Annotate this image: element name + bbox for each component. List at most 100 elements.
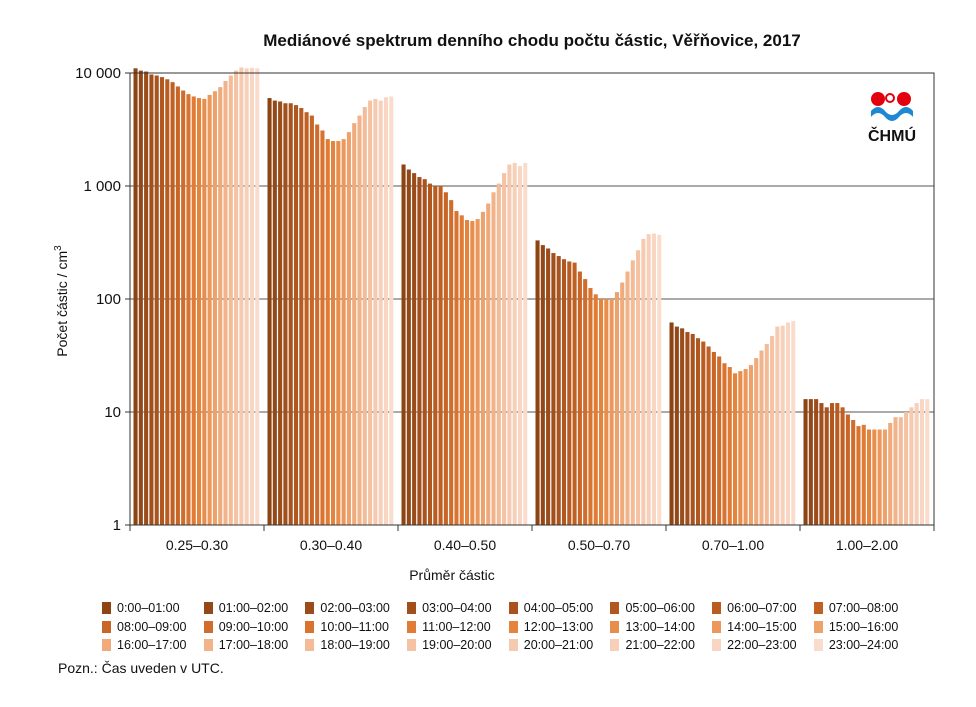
legend-item: 07:00–08:00 <box>813 599 916 618</box>
bar <box>138 70 143 526</box>
bar <box>785 322 791 525</box>
x-category-label: 0.25–0.30 <box>166 537 228 553</box>
bar <box>727 367 732 525</box>
bar <box>685 332 690 525</box>
bar <box>904 412 909 525</box>
bar <box>706 346 711 525</box>
legend-swatch <box>610 639 620 652</box>
bar <box>722 363 727 525</box>
legend-item: 22:00–23:00 <box>712 636 814 655</box>
legend-swatch <box>102 620 111 633</box>
bar <box>898 417 903 525</box>
legend-label: 12:00–13:00 <box>523 619 594 634</box>
bar <box>775 326 780 525</box>
footnote: Pozn.: Čas uveden v UTC. <box>58 660 224 676</box>
bar <box>877 429 882 525</box>
legend-item: 04:00–05:00 <box>508 599 611 618</box>
bar <box>288 103 293 526</box>
legend-label: 01:00–02:00 <box>218 601 289 616</box>
bar <box>133 68 138 525</box>
legend-item: 14:00–15:00 <box>712 618 814 637</box>
axes <box>125 72 935 531</box>
bar <box>803 399 808 525</box>
bar <box>401 164 406 526</box>
bar <box>808 399 813 525</box>
bar <box>551 253 556 525</box>
legend-row: 08:00–09:00 09:00–10:00 10:00–11:00 11:00–1… <box>102 618 922 637</box>
bar <box>267 98 272 525</box>
legend-label: 20:00–21:00 <box>523 638 594 653</box>
bar <box>646 234 651 525</box>
bar <box>346 132 351 525</box>
bar <box>352 123 357 525</box>
bar <box>583 279 588 525</box>
bar <box>417 177 422 526</box>
legend-swatch <box>712 620 722 633</box>
legend-label: 04:00–05:00 <box>523 601 594 616</box>
bar <box>680 328 685 525</box>
bar <box>759 350 764 525</box>
legend-label: 09:00–10:00 <box>218 619 289 634</box>
legend-label: 02:00–03:00 <box>320 601 390 616</box>
bar <box>840 407 845 525</box>
legend-item: 12:00–13:00 <box>508 618 611 637</box>
legend-swatch <box>712 639 722 652</box>
bar <box>567 261 572 525</box>
bar <box>829 403 835 525</box>
bars <box>133 67 930 526</box>
bar <box>572 262 577 525</box>
bar <box>872 429 877 525</box>
legend-swatch <box>508 620 518 633</box>
bar <box>357 115 362 525</box>
chmu-logo: ČHMÚ <box>866 87 922 147</box>
legend-item: 06:00–07:00 <box>712 599 814 618</box>
bar <box>433 186 438 525</box>
bar <box>202 98 207 525</box>
bar <box>454 211 459 525</box>
bar <box>845 414 850 525</box>
bar <box>406 169 411 526</box>
x-categories: 0.25–0.30 0.30–0.40 0.40–0.50 0.50–0.70 0.70… <box>166 537 898 553</box>
legend-label: 06:00–07:00 <box>727 601 797 616</box>
bar <box>824 407 829 525</box>
legend-swatch <box>508 602 518 615</box>
bar <box>443 192 448 525</box>
bar <box>304 112 309 525</box>
bar <box>341 139 346 526</box>
bar <box>336 141 341 525</box>
bar <box>517 166 523 525</box>
legend-item: 17:00–18:00 <box>203 636 306 655</box>
bar <box>438 186 443 525</box>
x-category-label: 0.40–0.50 <box>434 537 496 553</box>
legend-row: 16:00–17:00 17:00–18:00 18:00–19:00 19:00–2… <box>102 636 922 655</box>
bar <box>540 245 545 525</box>
legend-swatch <box>102 602 111 615</box>
bar <box>888 422 893 525</box>
bar <box>325 139 330 526</box>
legend-swatch <box>102 639 111 652</box>
bar <box>502 173 507 525</box>
legend-swatch <box>203 639 213 652</box>
bar <box>780 325 785 525</box>
bar <box>651 233 657 526</box>
bar <box>764 343 769 525</box>
legend-label: 05:00–06:00 <box>625 601 695 616</box>
bar <box>695 338 701 525</box>
legend-item: 20:00–21:00 <box>508 636 611 655</box>
bar <box>465 220 470 525</box>
bar <box>427 183 433 526</box>
bar <box>320 130 325 526</box>
bar <box>459 215 464 525</box>
bar <box>701 341 706 525</box>
bar <box>491 192 496 525</box>
legend-item: 19:00–20:00 <box>407 636 509 655</box>
bar <box>690 334 695 525</box>
x-axis-label: Průměr částic <box>409 567 495 583</box>
legend-label: 21:00–22:00 <box>625 638 695 653</box>
bar <box>368 100 373 525</box>
legend-swatch <box>610 602 620 615</box>
bar <box>293 105 299 525</box>
bar <box>144 71 149 526</box>
y-axis-label: Počet částic / cm3 <box>53 245 70 357</box>
bar <box>754 358 759 525</box>
